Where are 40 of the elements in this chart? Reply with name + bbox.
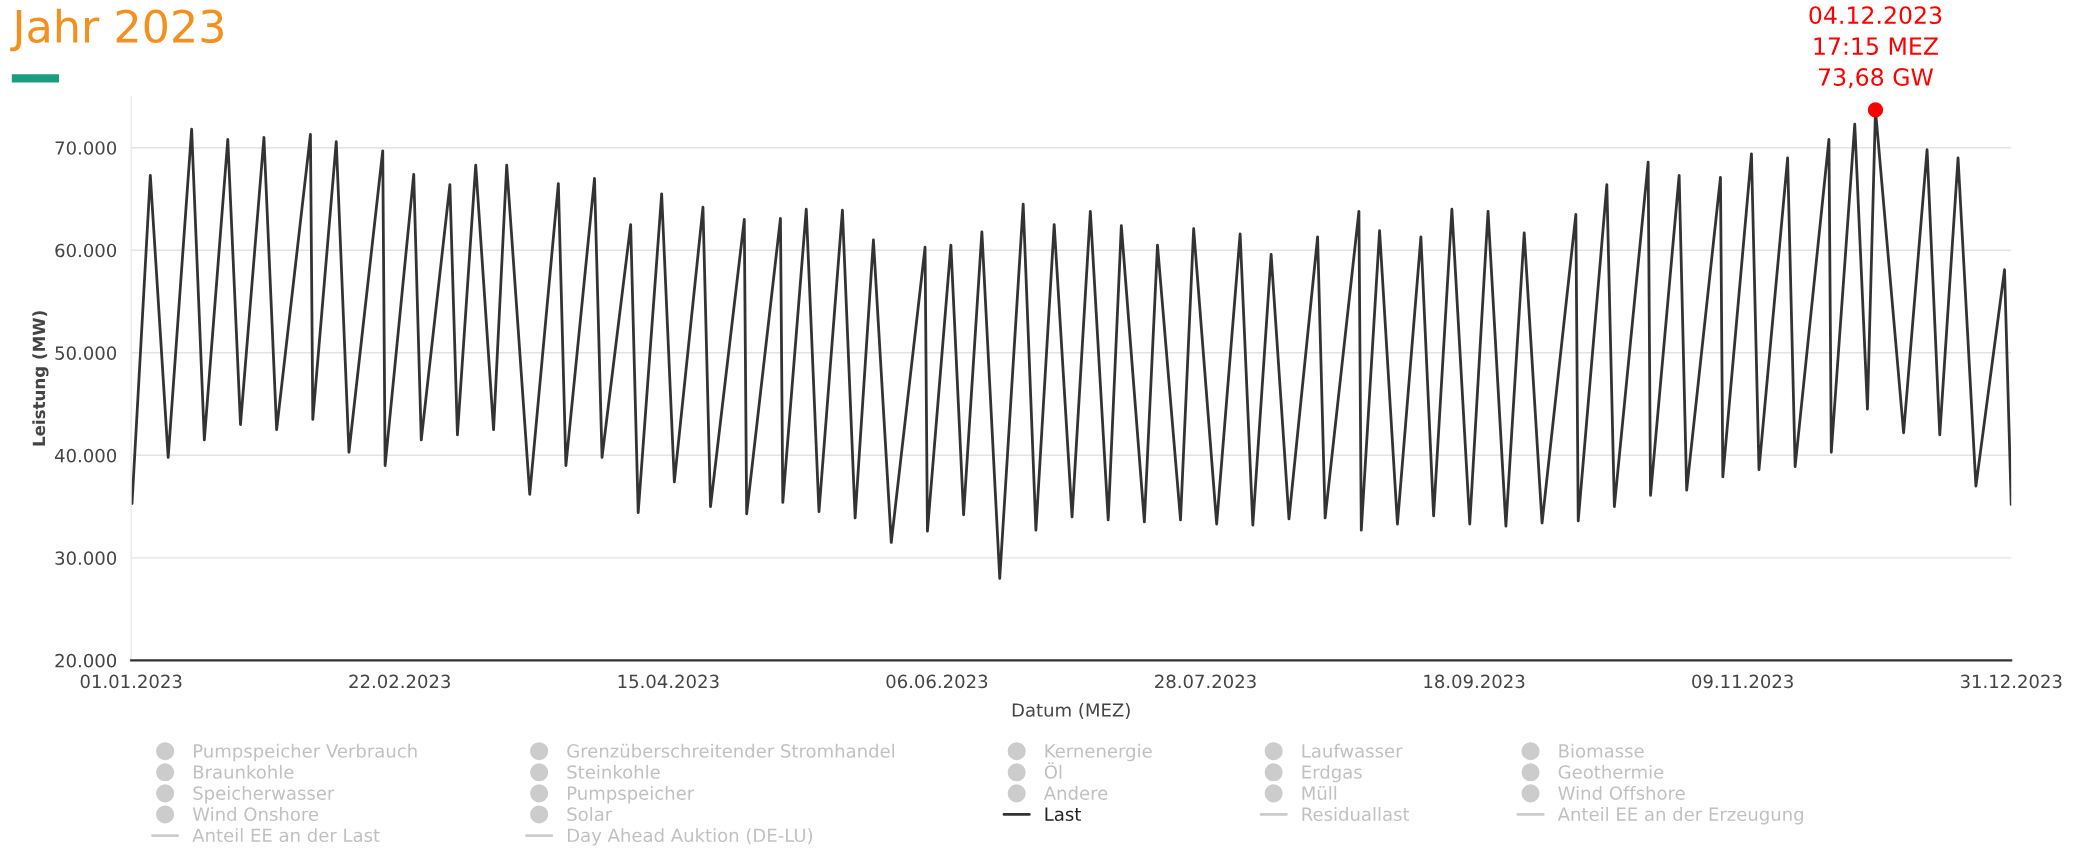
legend-label: Day Ahead Auktion (DE-LU) [567, 828, 813, 846]
legend-label: Wind Offshore [1558, 785, 1685, 800]
y-tick-label: 60.000 [55, 243, 117, 258]
y-tick-label: 40.000 [54, 448, 117, 463]
x-tick-label: 28.07.2023 [1155, 674, 1256, 689]
legend-label: Speicherwasser [193, 785, 335, 804]
x-tick-label: 01.01.2023 [80, 674, 182, 689]
legend-label: Solar [567, 807, 613, 822]
legend-label: Öl [1044, 762, 1062, 779]
legend-label: Anteil EE an der Erzeugung [1557, 807, 1803, 825]
legend-label: Laufwasser [1302, 743, 1403, 758]
legend-label: Erdgas [1302, 764, 1362, 783]
x-tick-label: 09.11.2023 [1692, 674, 1793, 689]
legend-label: Pumpspeicher [567, 785, 695, 804]
y-tick-label: 20.000 [55, 653, 117, 668]
legend-label: Andere [1043, 785, 1108, 800]
y-tick-label: 30.000 [55, 551, 117, 565]
x-tick-label: 06.06.2023 [886, 674, 988, 689]
annotation: 04.12.2023 17:15 MEZ 73,68 GW [1809, 6, 1942, 89]
y-tick-label: 70.000 [55, 141, 117, 155]
legend-label: Residuallast [1302, 807, 1410, 822]
legend-label: Kernenergie [1045, 743, 1152, 762]
x-tick-label: 18.09.2023 [1424, 674, 1525, 689]
legend-label: Müll [1302, 785, 1337, 800]
x-tick-label: 22.02.2023 [349, 674, 450, 689]
legend-label: Pumpspeicher Verbrauch [193, 743, 417, 762]
legend-label: Anteil EE an der Last [192, 828, 380, 843]
x-axis-title: Datum (MEZ) [1012, 702, 1130, 719]
y-tick-label: 50.000 [55, 346, 117, 360]
legend-label: Wind Onshore [192, 807, 319, 822]
legend-label: Biomasse [1559, 743, 1644, 758]
chart-title: Jahr 2023 [10, 8, 223, 52]
x-tick-label: 15.04.2023 [618, 674, 719, 689]
legend-label: Braunkohle [193, 764, 294, 779]
legend-label: Geothermie [1558, 764, 1664, 779]
legend-label: Steinkohle [567, 764, 660, 779]
y-axis-title: Leistung (MW) [32, 311, 49, 446]
legend-label: Last [1045, 807, 1081, 822]
x-tick-label: 31.12.2023 [1960, 674, 2062, 689]
legend-label: Grenzüberschreitender Stromhandel [567, 743, 894, 758]
